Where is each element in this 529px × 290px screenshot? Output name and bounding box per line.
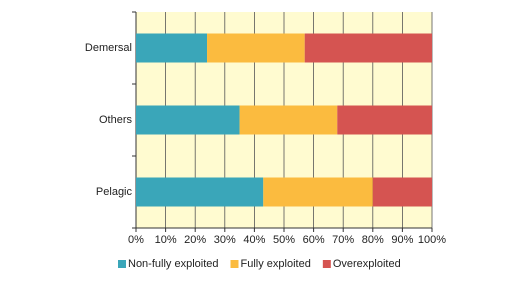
x-tick-label: 10% <box>155 234 177 246</box>
x-tick-label: 0% <box>128 234 144 246</box>
x-tick-label: 50% <box>273 234 295 246</box>
x-tick-label: 60% <box>303 234 325 246</box>
x-tick-label: 40% <box>243 234 265 246</box>
x-tick-label: 100% <box>418 234 446 246</box>
x-tick-label: 70% <box>332 234 354 246</box>
bar-segment <box>136 177 264 207</box>
x-tick-label: 80% <box>362 234 384 246</box>
bar-segment <box>337 105 432 135</box>
bar-segment <box>239 105 338 135</box>
y-tick-label: Pelagic <box>96 186 133 198</box>
bar-segment <box>372 177 432 207</box>
x-tick-label: 20% <box>184 234 206 246</box>
bar-segment <box>263 177 373 207</box>
legend-label: Overexploited <box>333 258 401 270</box>
legend-swatch <box>118 260 126 268</box>
x-tick-label: 30% <box>214 234 236 246</box>
bar-segment <box>207 33 305 63</box>
legend-label: Non-fully exploited <box>128 258 219 270</box>
x-tick-label: 90% <box>391 234 413 246</box>
bar-segment <box>136 33 208 63</box>
y-tick-label: Others <box>99 114 133 126</box>
bar-segment <box>136 105 240 135</box>
bar-segment <box>304 33 432 63</box>
legend-swatch <box>322 260 331 268</box>
y-tick-label: Demersal <box>85 42 132 54</box>
legend-label: Fully exploited <box>241 258 311 270</box>
legend-swatch <box>230 260 239 268</box>
